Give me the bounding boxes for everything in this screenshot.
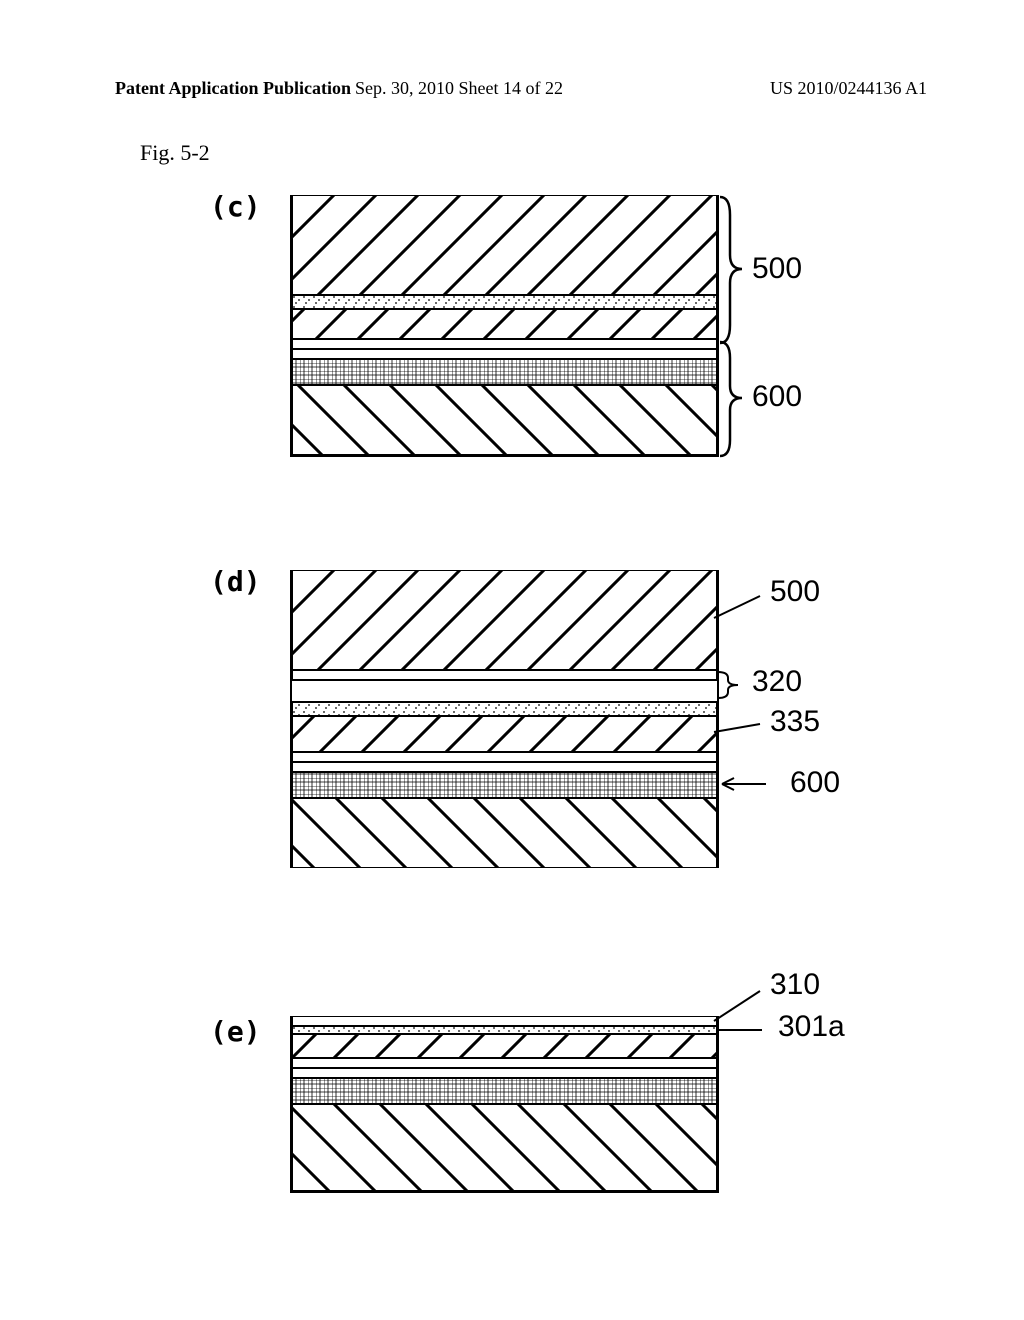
- diagram-d-svg: [292, 570, 717, 868]
- diagram-e: [290, 1016, 719, 1193]
- brace-c-top: [716, 195, 746, 345]
- ref-c-600: 600: [752, 380, 802, 414]
- brace-c-bot: [716, 340, 746, 458]
- diagram-d: [290, 570, 719, 868]
- lead-d-500: [700, 590, 780, 630]
- ref-d-320: 320: [752, 665, 802, 699]
- header-right: US 2010/0244136 A1: [770, 78, 927, 99]
- panel-label-d: (d): [210, 565, 261, 598]
- ref-c-500: 500: [752, 252, 802, 286]
- lead-d-600: [718, 770, 788, 794]
- header-mid: Sep. 30, 2010 Sheet 14 of 22: [355, 78, 563, 99]
- brace-d-320: [716, 670, 744, 700]
- lead-e-301a: [714, 1022, 774, 1042]
- figure-number: Fig. 5-2: [140, 140, 210, 166]
- header-left: Patent Application Publication: [115, 78, 351, 99]
- ref-d-500: 500: [770, 575, 820, 609]
- lead-e-310: [700, 985, 780, 1025]
- diagram-c: [290, 195, 719, 457]
- diagram-e-svg: [292, 1016, 717, 1191]
- ref-d-600: 600: [790, 766, 840, 800]
- ref-e-301a: 301a: [778, 1010, 845, 1044]
- ref-d-335: 335: [770, 705, 820, 739]
- diagram-c-svg: [292, 195, 717, 455]
- panel-label-e: (e): [210, 1015, 261, 1048]
- ref-e-310: 310: [770, 968, 820, 1002]
- panel-label-c: (c): [210, 190, 261, 223]
- lead-d-335: [700, 718, 780, 748]
